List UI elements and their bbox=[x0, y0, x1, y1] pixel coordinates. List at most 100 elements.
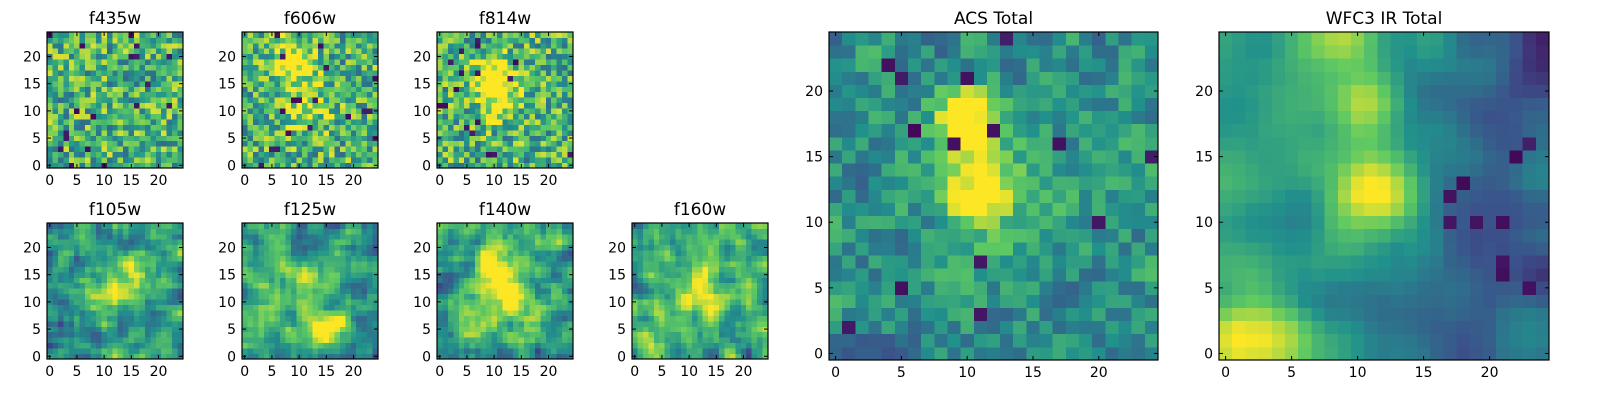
heatmap-cell bbox=[529, 48, 536, 55]
heatmap-cell bbox=[491, 102, 498, 109]
heatmap-cell bbox=[247, 250, 254, 257]
heatmap-cell bbox=[52, 255, 59, 262]
heatmap-cell bbox=[361, 146, 368, 153]
heatmap-cell bbox=[502, 266, 509, 273]
heatmap-cell bbox=[345, 42, 352, 49]
heatmap-cell bbox=[556, 233, 563, 240]
heatmap-cell bbox=[79, 53, 86, 60]
heatmap-cell bbox=[356, 288, 363, 295]
heatmap-cell bbox=[296, 342, 303, 349]
heatmap-cell bbox=[702, 239, 709, 246]
heatmap-cell bbox=[529, 37, 536, 44]
heatmap-cell bbox=[453, 353, 460, 360]
heatmap-cell bbox=[269, 326, 276, 333]
heatmap-cell bbox=[247, 304, 254, 311]
heatmap-cell bbox=[469, 261, 476, 267]
heatmap-cell bbox=[95, 80, 102, 87]
heatmap-cell bbox=[502, 53, 509, 60]
heatmap-cell bbox=[507, 140, 514, 147]
heatmap-cell bbox=[57, 277, 64, 284]
heatmap-cell bbox=[513, 162, 519, 169]
heatmap-cell bbox=[648, 293, 655, 300]
heatmap-cell bbox=[642, 261, 649, 267]
heatmap-cell bbox=[491, 315, 498, 322]
heatmap-cells bbox=[437, 32, 574, 169]
heatmap-cell bbox=[881, 294, 896, 308]
heatmap-cell bbox=[746, 250, 753, 257]
heatmap-cell bbox=[556, 135, 563, 142]
heatmap-cell bbox=[350, 80, 357, 87]
heatmap-cell bbox=[242, 146, 248, 153]
heatmap-cell bbox=[513, 102, 519, 109]
panel-title: f435w bbox=[89, 9, 141, 29]
heatmap-cell bbox=[719, 255, 725, 262]
heatmap-cell bbox=[529, 244, 536, 251]
heatmap-cell bbox=[442, 255, 449, 262]
heatmap-cell bbox=[475, 337, 481, 344]
heatmap-cell bbox=[290, 320, 297, 327]
heatmap-cell bbox=[172, 315, 178, 322]
heatmap-cell bbox=[367, 162, 373, 169]
heatmap-cell bbox=[63, 239, 70, 246]
heatmap-cell bbox=[442, 70, 449, 76]
heatmap-cell bbox=[95, 146, 102, 153]
heatmap-cell bbox=[285, 157, 292, 163]
heatmap-cell bbox=[729, 282, 736, 289]
heatmap-cell bbox=[513, 75, 519, 82]
heatmap-cell bbox=[746, 299, 753, 305]
heatmap-cell bbox=[177, 228, 184, 235]
heatmap-cell bbox=[172, 64, 178, 71]
heatmap-cell bbox=[329, 97, 335, 104]
heatmap-cell bbox=[907, 163, 922, 177]
heatmap-cell bbox=[562, 146, 568, 153]
heatmap-cell bbox=[150, 97, 157, 104]
heatmap-cell bbox=[464, 91, 471, 98]
heatmap-cell bbox=[502, 293, 509, 300]
heatmap-cell bbox=[112, 348, 119, 354]
heatmap-cell bbox=[172, 348, 178, 354]
heatmap-cell bbox=[269, 48, 276, 55]
heatmap-cell bbox=[139, 244, 146, 251]
heatmap-cell bbox=[63, 282, 70, 289]
heatmap-cell bbox=[296, 337, 303, 344]
heatmap-cell bbox=[85, 326, 91, 333]
y-tick-label: 5 bbox=[32, 322, 41, 338]
heatmap-cell bbox=[458, 91, 465, 98]
heatmap-cell bbox=[95, 42, 102, 49]
heatmap-cell bbox=[458, 331, 465, 338]
heatmap-cell bbox=[134, 108, 140, 114]
heatmap-cell bbox=[166, 282, 173, 289]
heatmap-cell bbox=[285, 250, 292, 257]
heatmap-cell bbox=[540, 348, 547, 354]
heatmap-cell bbox=[166, 129, 173, 136]
heatmap-cell bbox=[562, 255, 568, 262]
heatmap-cell bbox=[350, 250, 357, 257]
heatmap-cell bbox=[1144, 228, 1159, 243]
heatmap-cell bbox=[106, 80, 113, 87]
heatmap-cell bbox=[480, 299, 487, 305]
heatmap-cell bbox=[95, 162, 102, 169]
heatmap-cell bbox=[161, 348, 168, 354]
heatmap-cell bbox=[1118, 268, 1133, 282]
heatmap-cell bbox=[101, 146, 108, 153]
heatmap-cell bbox=[507, 42, 514, 49]
heatmap-cell bbox=[545, 250, 552, 257]
heatmap-cell bbox=[128, 233, 135, 240]
heatmap-cell bbox=[507, 53, 514, 60]
heatmap-cell bbox=[74, 48, 81, 55]
heatmap-cell bbox=[57, 162, 64, 169]
heatmap-cell bbox=[112, 310, 119, 316]
heatmap-cell bbox=[323, 288, 330, 295]
heatmap-cell bbox=[128, 129, 135, 136]
heatmap-cell bbox=[112, 151, 119, 158]
heatmap-cell bbox=[735, 228, 742, 235]
heatmap-cell bbox=[469, 129, 476, 136]
heatmap-cell bbox=[485, 288, 492, 295]
heatmap-cell bbox=[556, 239, 563, 246]
heatmap-cell bbox=[529, 124, 536, 131]
heatmap-cell bbox=[475, 53, 481, 60]
heatmap-cell bbox=[567, 337, 574, 344]
heatmap-cell bbox=[529, 157, 536, 163]
heatmap-cell bbox=[458, 113, 465, 120]
heatmap-cell bbox=[334, 91, 341, 98]
